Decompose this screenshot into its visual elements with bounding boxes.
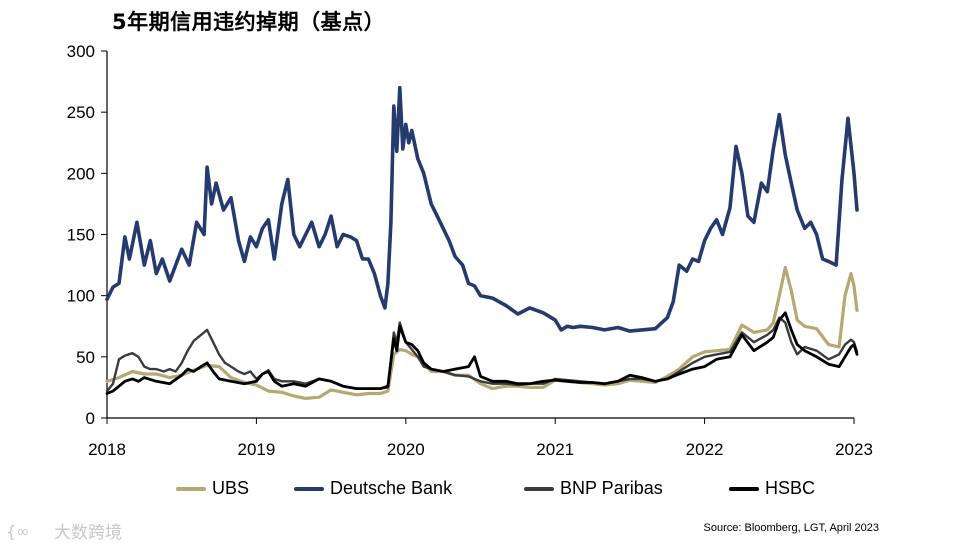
y-tick-label: 150 — [67, 226, 95, 245]
x-tick-label: 2021 — [536, 440, 574, 459]
legend-item-ubs: UBS — [176, 478, 249, 499]
chart-legend: UBS Deutsche Bank BNP Paribas HSBC — [0, 478, 976, 504]
chart-series — [105, 85, 859, 400]
watermark: {∞ 大数跨境 — [6, 518, 122, 544]
x-tick-label: 2020 — [387, 440, 425, 459]
legend-item-hsbc: HSBC — [729, 478, 815, 499]
legend-swatch — [294, 486, 324, 491]
x-tick-label: 2023 — [835, 440, 873, 459]
y-tick-label: 50 — [76, 348, 95, 367]
legend-label: BNP Paribas — [560, 478, 663, 498]
legend-label: HSBC — [765, 478, 816, 498]
series-line-deutsche-bank — [105, 85, 859, 333]
watermark-logo-icon: {∞ — [6, 522, 30, 541]
series-line-hsbc — [105, 311, 859, 395]
chart-axes: 0 50 100 150 200 250 300 2018 2019 2020 2021 2022 20… — [67, 42, 873, 459]
legend-item-bnp-paribas: BNP Paribas — [524, 478, 663, 499]
watermark-text: 大数跨境 — [54, 523, 122, 543]
source-note: Source: Bloomberg, LGT, April 2023 — [703, 522, 879, 534]
legend-item-deutsche-bank: Deutsche Bank — [294, 478, 452, 499]
y-tick-label: 100 — [67, 287, 95, 306]
x-tick-label: 2022 — [686, 440, 724, 459]
legend-label: UBS — [212, 478, 250, 498]
legend-swatch — [729, 486, 759, 491]
y-tick-label: 300 — [67, 42, 95, 61]
y-tick-label: 250 — [67, 103, 95, 122]
x-tick-label: 2019 — [237, 440, 275, 459]
legend-swatch — [176, 486, 206, 491]
y-tick-label: 0 — [86, 409, 95, 428]
y-tick-label: 200 — [67, 164, 95, 183]
chart-title: 5年期信用违约掉期（基点） — [112, 10, 386, 34]
svg-text:{∞: {∞ — [6, 522, 30, 541]
x-tick-label: 2018 — [88, 440, 126, 459]
series-line-bnp-paribas — [105, 316, 859, 393]
legend-label: Deutsche Bank — [330, 478, 453, 498]
legend-swatch — [524, 486, 554, 491]
series-line-ubs — [105, 265, 859, 400]
